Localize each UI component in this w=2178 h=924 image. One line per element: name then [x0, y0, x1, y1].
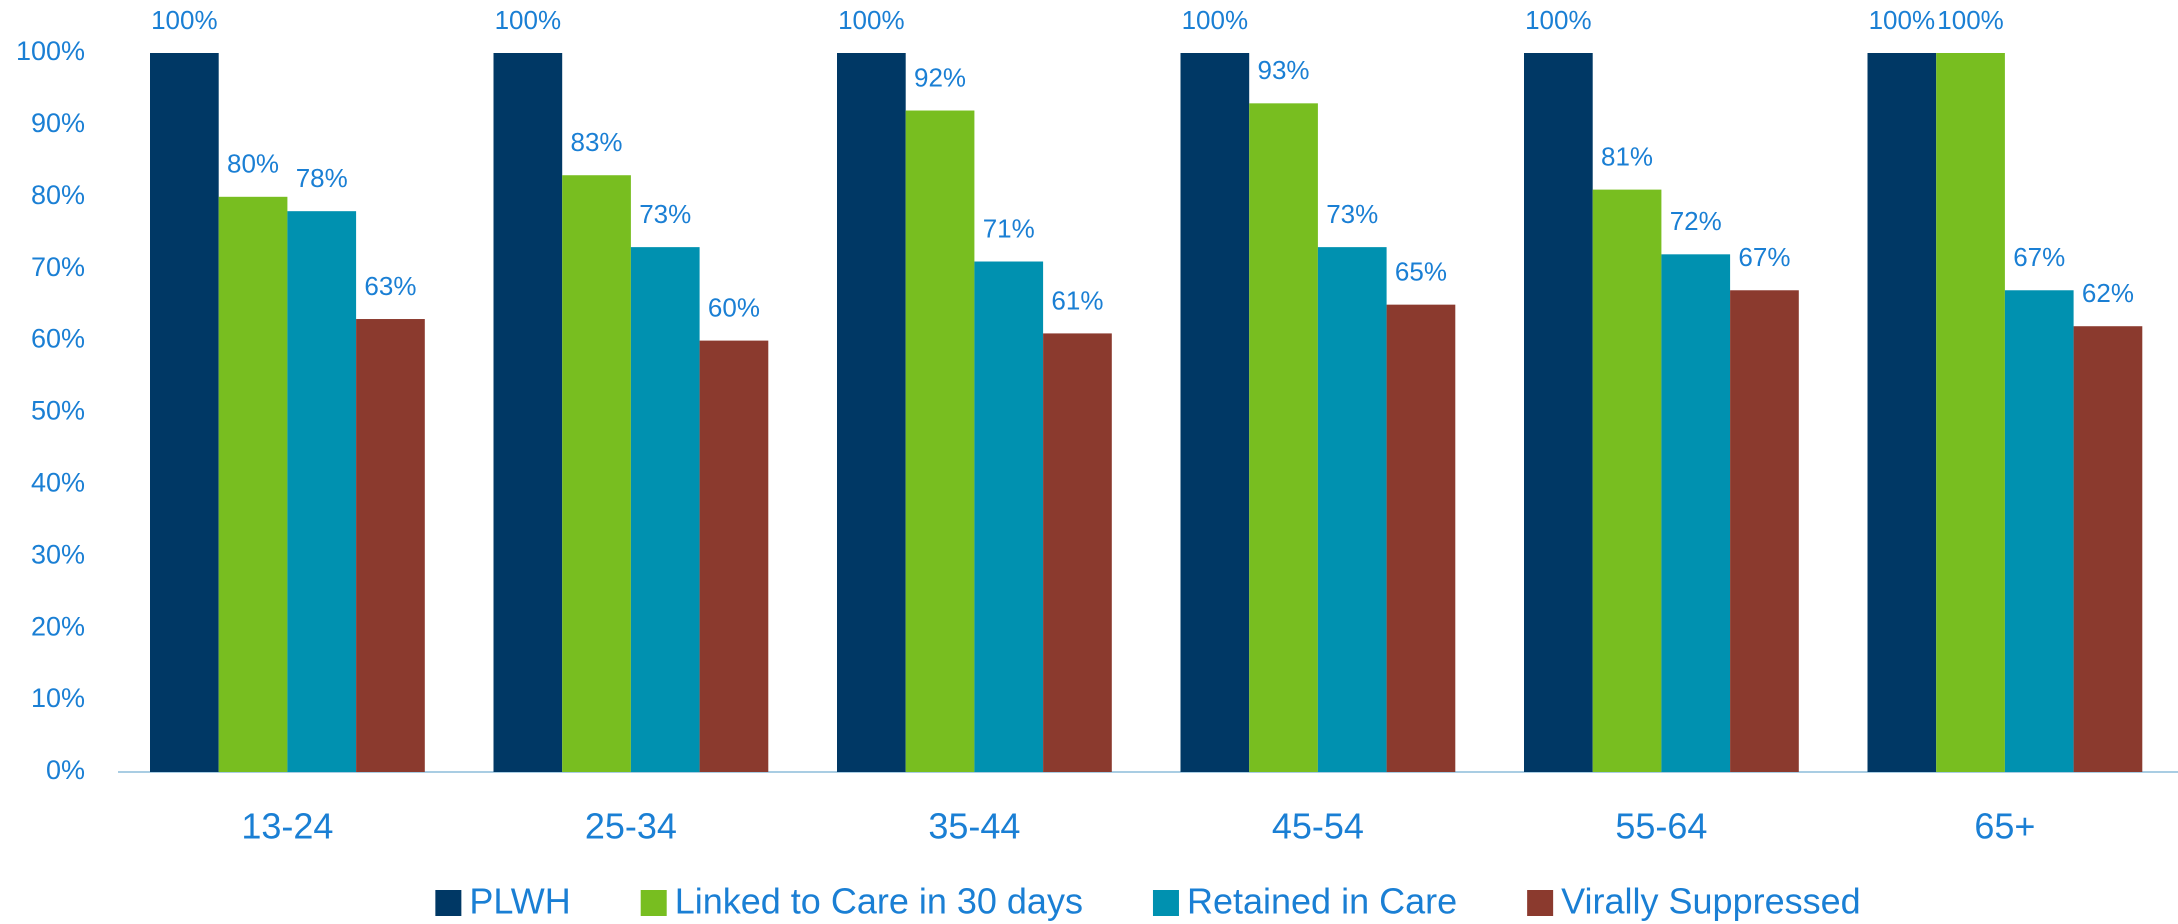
x-tick-label: 35-44	[928, 806, 1020, 847]
bar	[493, 53, 563, 772]
bar	[1867, 53, 1937, 772]
bar	[1661, 254, 1731, 772]
bar	[1180, 53, 1250, 772]
y-tick-label: 60%	[31, 324, 85, 354]
value-label: 67%	[1738, 242, 1790, 272]
bar	[2004, 290, 2074, 772]
bar	[1317, 247, 1387, 772]
value-label: 100%	[838, 5, 905, 35]
value-label: 72%	[1670, 206, 1722, 236]
bar	[905, 110, 975, 772]
legend-label: Virally Suppressed	[1561, 881, 1861, 922]
x-tick-label: 55-64	[1615, 806, 1707, 847]
y-tick-label: 10%	[31, 683, 85, 713]
bar	[699, 340, 769, 772]
y-tick-label: 20%	[31, 611, 85, 641]
value-label: 100%	[1525, 5, 1592, 35]
x-tick-label: 45-54	[1272, 806, 1364, 847]
y-tick-label: 30%	[31, 539, 85, 569]
bar	[1386, 304, 1456, 772]
legend-label: PLWH	[469, 881, 570, 922]
bar	[287, 211, 357, 772]
legend-swatch	[1527, 890, 1554, 916]
x-tick-label: 13-24	[241, 806, 333, 847]
legend-swatch	[435, 890, 462, 916]
value-label: 100%	[1869, 5, 1936, 35]
value-label: 100%	[1182, 5, 1249, 35]
legend-swatch	[1152, 890, 1179, 916]
value-label: 92%	[914, 62, 966, 92]
bar	[1592, 189, 1662, 773]
value-label: 67%	[2013, 242, 2065, 272]
y-tick-label: 80%	[31, 180, 85, 210]
bar	[837, 53, 906, 772]
y-tick-label: 50%	[31, 396, 85, 426]
value-label: 73%	[1326, 199, 1378, 229]
x-tick-label: 25-34	[585, 806, 677, 847]
value-label: 62%	[2082, 278, 2134, 308]
value-label: 81%	[1601, 141, 1653, 171]
bar	[562, 175, 631, 773]
y-tick-label: 90%	[31, 108, 85, 138]
y-tick-label: 100%	[16, 36, 85, 66]
value-label: 100%	[495, 5, 562, 35]
legend-label: Retained in Care	[1187, 881, 1457, 922]
value-label: 71%	[983, 213, 1035, 243]
value-label: 80%	[227, 149, 279, 179]
value-label: 78%	[296, 163, 348, 193]
y-tick-label: 70%	[31, 252, 85, 282]
legend-label: Linked to Care in 30 days	[675, 881, 1083, 922]
value-label: 61%	[1051, 285, 1103, 315]
value-label: 100%	[151, 5, 218, 35]
bar	[1249, 103, 1318, 772]
bar	[1043, 333, 1112, 772]
bar	[150, 53, 219, 772]
bar	[974, 261, 1044, 772]
bar	[218, 196, 288, 773]
y-tick-label: 40%	[31, 468, 85, 498]
bar	[356, 319, 425, 772]
bar	[2073, 326, 2143, 772]
value-label: 60%	[708, 292, 760, 322]
value-label: 100%	[1937, 5, 2004, 35]
value-label: 63%	[364, 271, 416, 301]
value-label: 73%	[639, 199, 691, 229]
bar	[1524, 53, 1593, 772]
x-tick-label: 65+	[1974, 806, 2035, 847]
value-label: 65%	[1395, 257, 1447, 287]
legend-swatch	[640, 890, 667, 916]
bar	[1936, 53, 2005, 772]
bar	[630, 247, 700, 772]
value-label: 83%	[571, 127, 623, 157]
y-tick-label: 0%	[46, 755, 85, 785]
value-label: 93%	[1258, 55, 1310, 85]
bar	[1730, 290, 1799, 772]
